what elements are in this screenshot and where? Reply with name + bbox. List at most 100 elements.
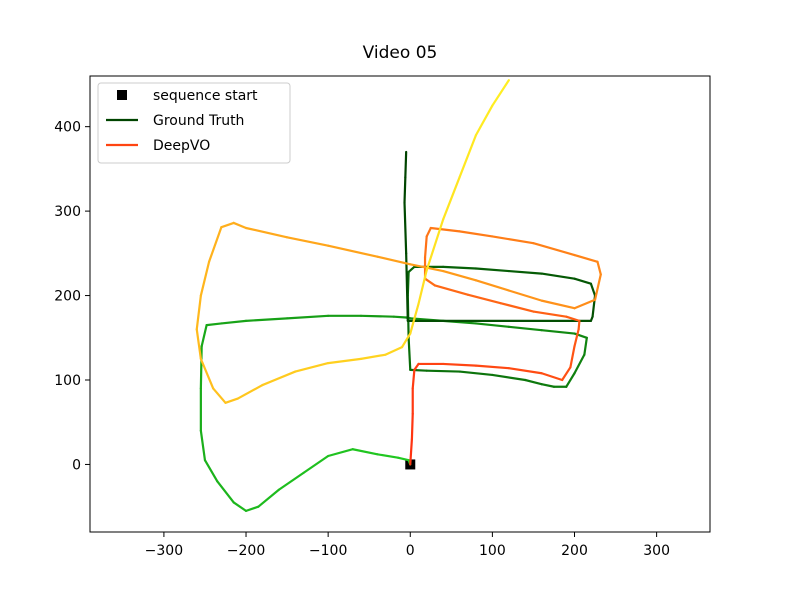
deepvo-segment [285, 236, 330, 247]
ground-truth-segment [302, 454, 330, 474]
deepvo-segment [561, 366, 572, 382]
ground-truth-segment [199, 429, 207, 462]
ground-truth-segment [216, 480, 235, 504]
deepvo-segment [507, 289, 543, 302]
deepvo-segment [458, 230, 494, 238]
deepvo-segment [423, 277, 437, 287]
deepvo-segment [442, 269, 478, 282]
deepvo-segment [410, 412, 414, 441]
deepvo-series [195, 79, 602, 466]
deepvo-segment [423, 235, 428, 259]
ground-truth-segment [540, 272, 576, 280]
deepvo-segment [466, 293, 502, 305]
ground-truth-segment [404, 150, 408, 179]
x-axis: −300 −200 −100 0 100 200 300 [145, 532, 670, 559]
ground-truth-segment [409, 368, 428, 372]
ground-truth-segment [277, 471, 305, 491]
deepvo-segment [474, 104, 494, 137]
x-tick-label: 100 [479, 543, 506, 559]
y-tick-label: 200 [54, 289, 81, 305]
ground-truth-segment [403, 176, 407, 204]
ground-truth-segment [403, 201, 408, 255]
deepvo-segment [499, 302, 535, 313]
deepvo-segment [411, 368, 416, 390]
legend-label: DeepVO [153, 138, 210, 154]
legend: sequence start Ground Truth DeepVO [97, 82, 291, 164]
deepvo-segment [400, 332, 412, 349]
deepvo-segment [573, 253, 599, 263]
deepvo-segment [425, 226, 432, 238]
ground-truth-segment [232, 501, 248, 512]
ground-truth-segment [583, 336, 588, 356]
deepvo-segment [577, 319, 581, 331]
deepvo-segment [532, 310, 568, 318]
legend-label: Ground Truth [153, 113, 244, 129]
deepvo-segment [458, 134, 478, 179]
deepvo-segment [540, 372, 564, 382]
ground-truth-segment [244, 317, 289, 322]
deepvo-segment [425, 218, 445, 272]
ground-truth-segment [524, 378, 543, 386]
deepvo-segment [384, 345, 404, 356]
ground-truth-segment [327, 448, 354, 458]
deepvo-segment [532, 242, 576, 257]
deepvo-segment [199, 260, 211, 297]
ground-truth-segment [407, 336, 412, 371]
y-tick-label: 100 [54, 373, 81, 389]
deepvo-segment [220, 221, 235, 229]
ground-truth-segment [491, 373, 527, 382]
y-tick-label: 0 [72, 457, 81, 473]
ground-truth-segment [200, 324, 208, 348]
ground-truth-segment [474, 322, 510, 328]
ground-truth-segment [442, 265, 478, 270]
ground-truth-series [199, 150, 597, 512]
ground-truth-segment [589, 282, 597, 297]
deepvo-segment [573, 298, 597, 310]
legend-marker-square [117, 90, 127, 100]
deepvo-segment [199, 357, 215, 390]
ground-truth-segment [540, 329, 576, 335]
deepvo-segment [359, 353, 387, 360]
deepvo-segment [474, 364, 510, 370]
y-axis: 0 100 200 300 400 [54, 120, 90, 473]
deepvo-segment [195, 328, 202, 360]
x-tick-label: 0 [406, 543, 415, 559]
x-tick-label: −100 [309, 543, 347, 559]
deepvo-segment [195, 294, 202, 331]
x-tick-label: 200 [561, 543, 588, 559]
deepvo-segment [376, 255, 412, 266]
deepvo-segment [327, 244, 379, 258]
ground-truth-segment [565, 372, 576, 388]
deepvo-segment [413, 362, 420, 371]
x-tick-label: 300 [643, 543, 670, 559]
deepvo-segment [442, 362, 478, 367]
ground-truth-segment [458, 370, 494, 377]
deepvo-segment [596, 260, 602, 276]
ground-truth-segment [396, 456, 410, 462]
ground-truth-segment [351, 448, 379, 456]
deepvo-segment [474, 279, 510, 292]
ground-truth-segment [392, 315, 408, 319]
x-tick-label: −200 [227, 543, 265, 559]
deepvo-segment [569, 345, 576, 369]
deepvo-segment [207, 226, 223, 263]
deepvo-segment [327, 357, 363, 365]
deepvo-segment [429, 226, 461, 233]
ground-truth-segment [540, 383, 556, 388]
ground-truth-segment [507, 269, 543, 275]
ground-truth-segment [257, 488, 280, 508]
ground-truth-segment [199, 345, 203, 390]
ground-truth-segment [407, 265, 416, 274]
ground-truth-segment [376, 453, 400, 459]
deepvo-segment [236, 383, 264, 400]
ground-truth-segment [425, 369, 461, 373]
deepvo-segment [593, 273, 602, 301]
deepvo-segment [433, 284, 469, 296]
deepvo-segment [417, 269, 428, 306]
deepvo-segment [491, 79, 510, 107]
x-tick-label: −300 [145, 543, 183, 559]
series-layer [195, 79, 602, 512]
deepvo-segment [491, 235, 535, 245]
deepvo-segment [540, 299, 576, 310]
